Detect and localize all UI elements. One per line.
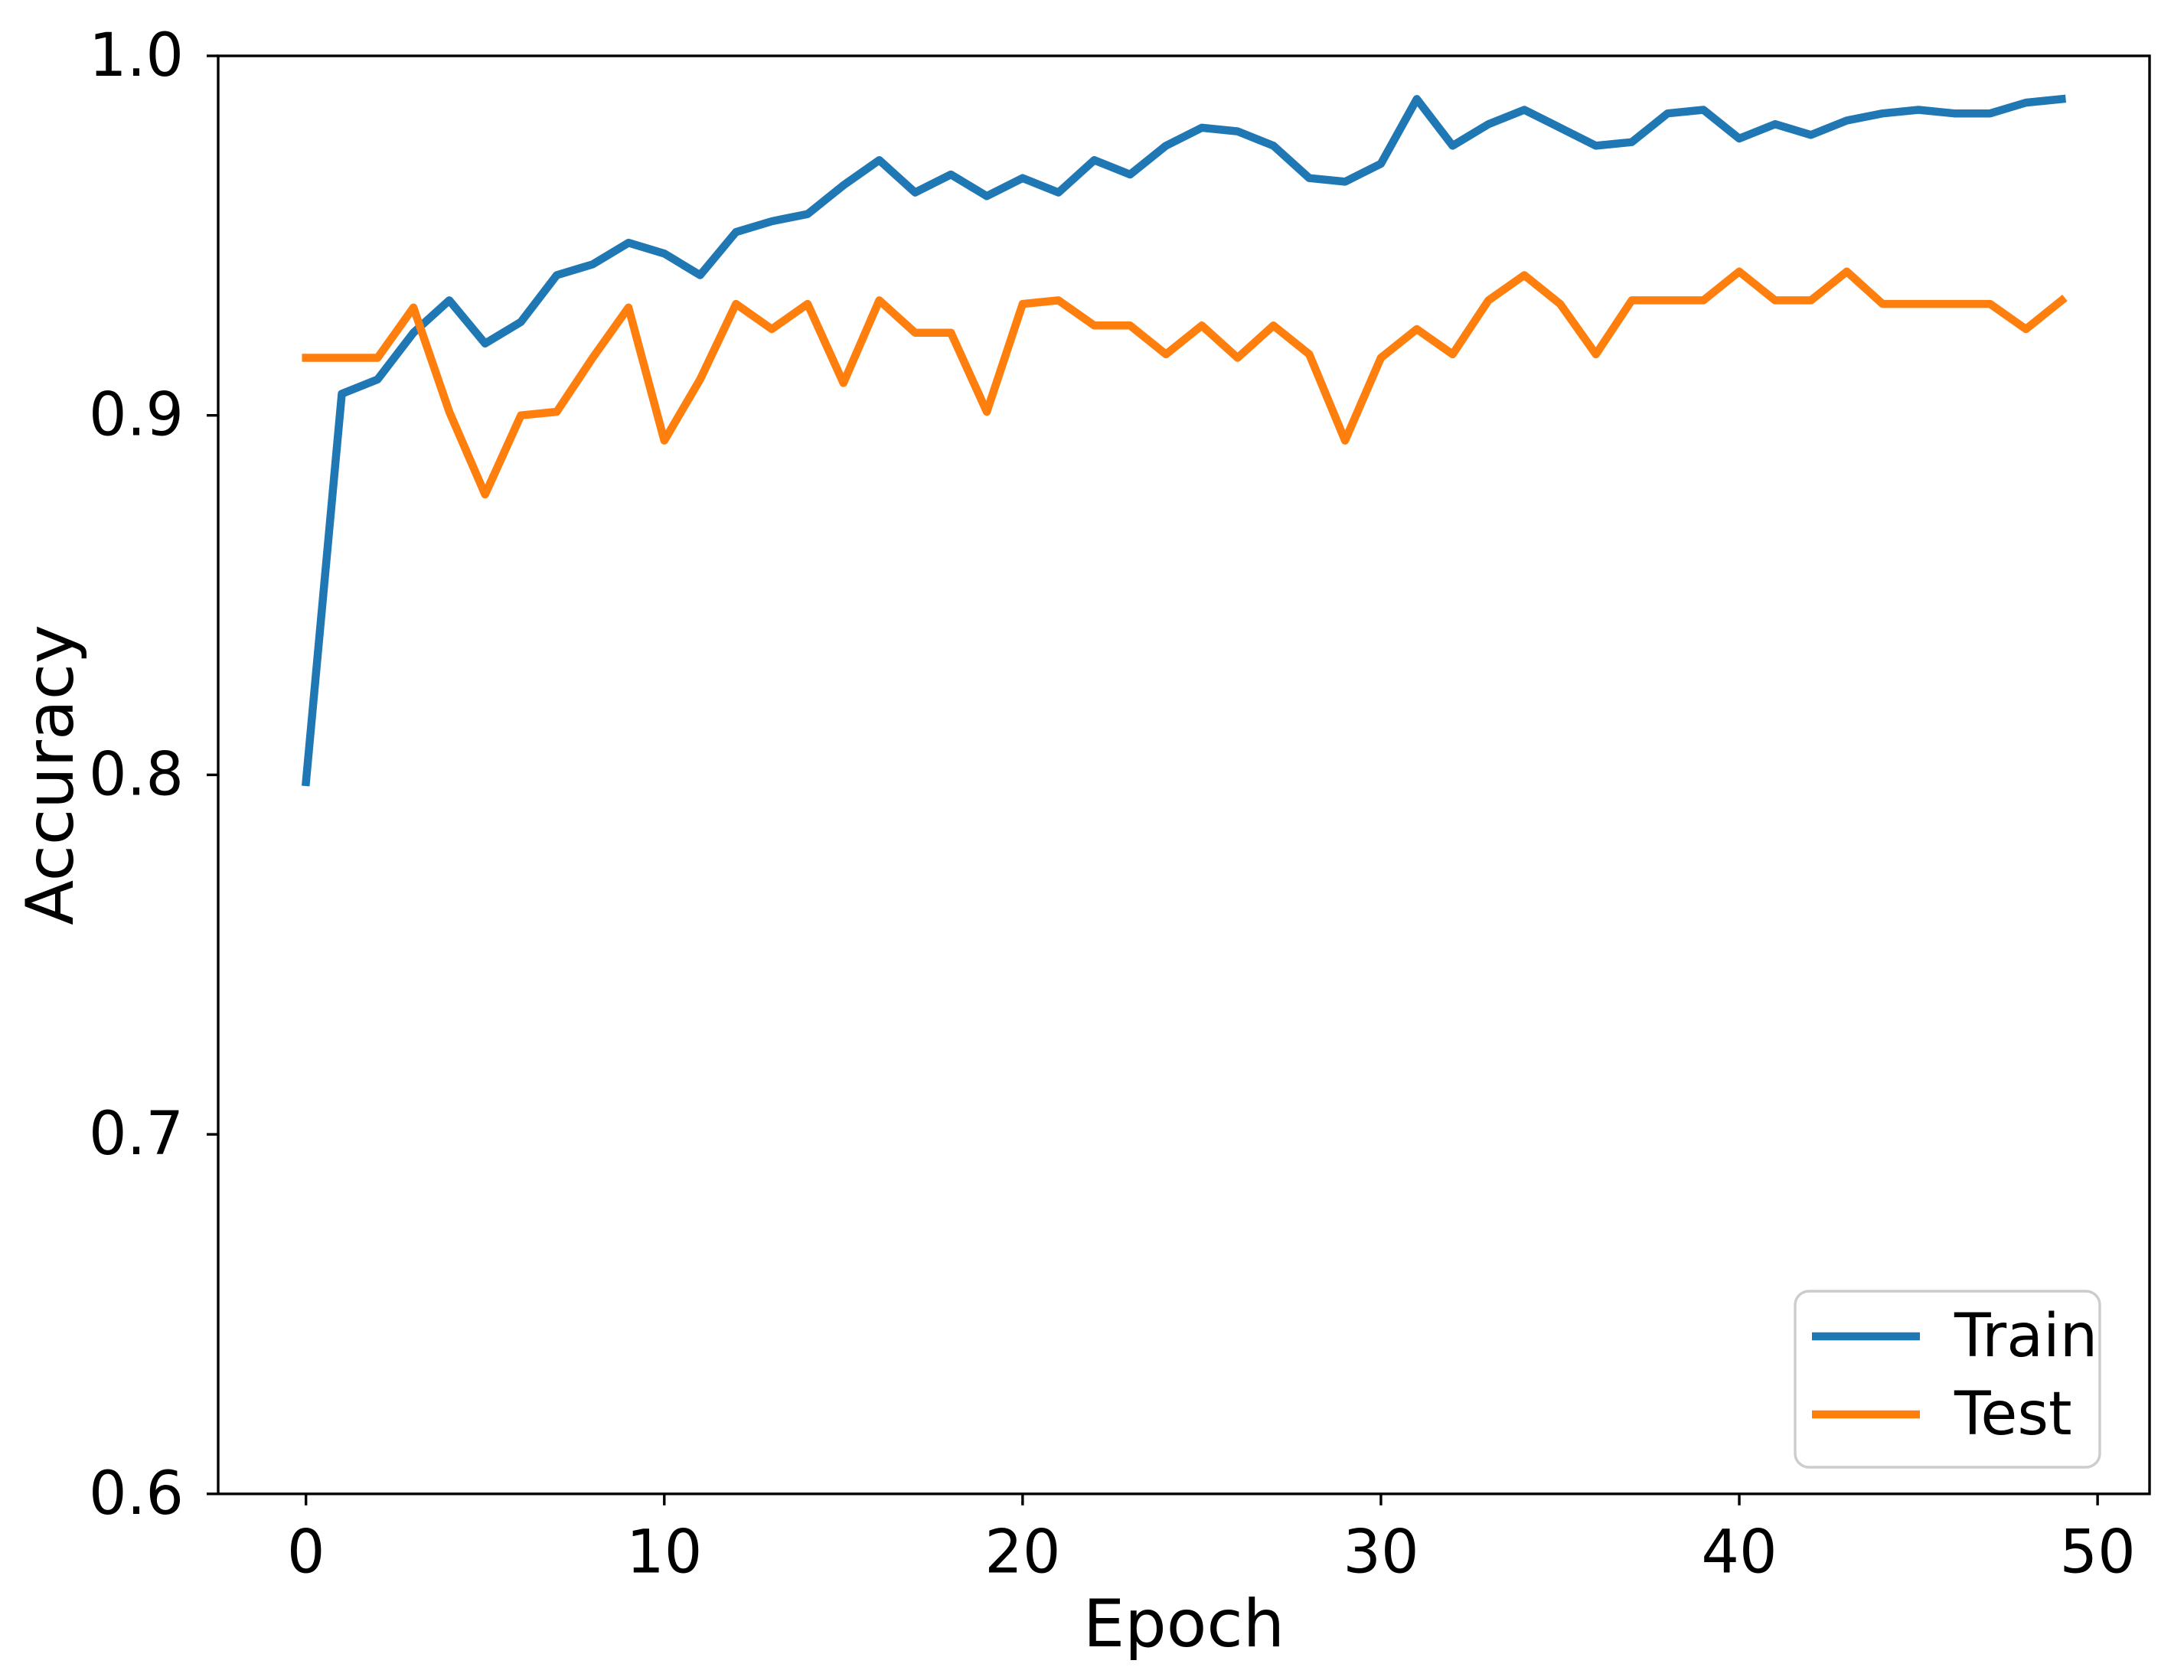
y-tick-label: 0.8 [89, 740, 184, 809]
y-axis-label: Accuracy [12, 625, 89, 925]
x-tick-label: 0 [287, 1519, 325, 1587]
legend-train-label: Train [1954, 1302, 2097, 1371]
x-tick-label: 50 [2059, 1519, 2135, 1587]
y-tick-label: 0.7 [89, 1100, 184, 1169]
y-tick-label: 0.9 [89, 381, 184, 450]
y-axis-ticks: 0.6 0.7 0.8 0.9 1.0 [89, 21, 218, 1528]
legend: Train Test [1794, 1290, 2101, 1469]
x-tick-label: 40 [1701, 1519, 1777, 1587]
x-tick-label: 10 [626, 1519, 702, 1587]
data-series [301, 94, 2068, 787]
y-tick-label: 0.6 [89, 1460, 184, 1528]
x-tick-label: 30 [1343, 1519, 1418, 1587]
x-axis-ticks: 0 10 20 30 40 50 [287, 1493, 2136, 1587]
legend-test-label: Test [1954, 1380, 2072, 1449]
train-line [301, 94, 2067, 787]
test-line [302, 267, 2068, 499]
x-tick-label: 20 [984, 1519, 1060, 1587]
y-tick-label: 1.0 [89, 21, 184, 90]
axes-frame [217, 54, 2151, 1496]
x-axis-label: Epoch [1083, 1586, 1285, 1662]
axes [217, 54, 2151, 1496]
